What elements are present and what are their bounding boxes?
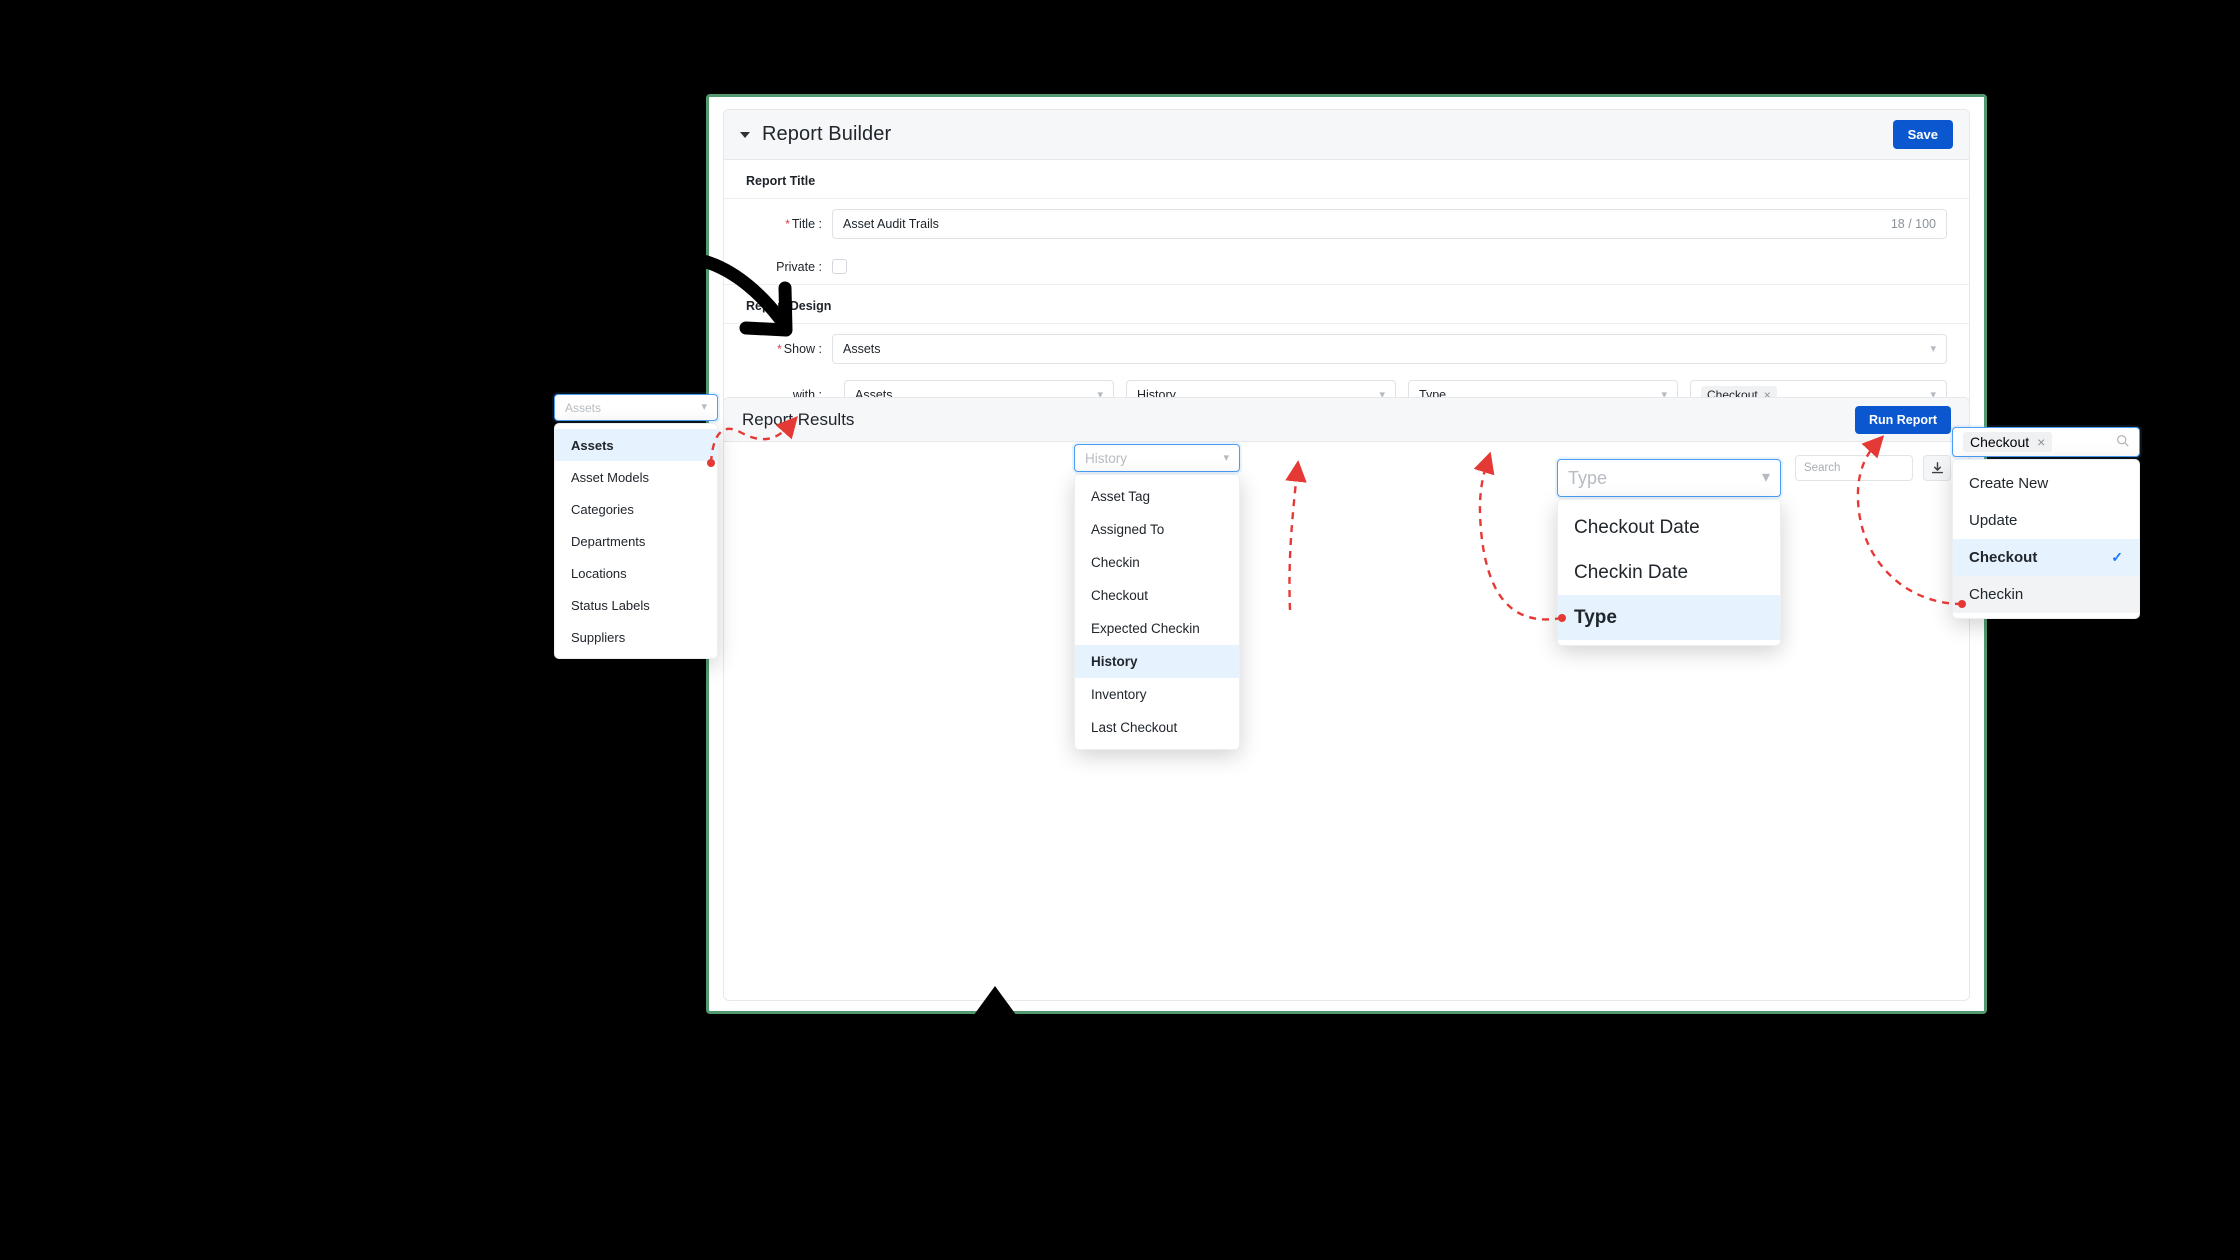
download-icon[interactable] <box>1923 455 1951 481</box>
checkout-selected-tag: Checkout × <box>1963 432 2053 452</box>
report-design-section-label: Report Design <box>746 299 832 313</box>
chevron-down-icon: ▾ <box>1661 388 1667 401</box>
checkout-dropdown: Checkout × Create New Update Checkout ✓ … <box>1952 427 2140 619</box>
checkout-option-checkin[interactable]: Checkin <box>1953 576 2139 613</box>
history-dropdown: History ▾ Asset Tag Assigned To Checkin … <box>1074 444 1240 750</box>
show-select[interactable]: Assets ▾ <box>832 334 1947 364</box>
checkout-option-create-new[interactable]: Create New <box>1969 475 2049 492</box>
history-option-assigned-to[interactable]: Assigned To <box>1091 522 1165 537</box>
history-option-history[interactable]: History <box>1075 645 1239 678</box>
assets-dropdown-value: Assets <box>565 400 602 415</box>
assets-option-asset-models[interactable]: Asset Models <box>571 469 650 485</box>
search-input[interactable]: Search <box>1795 455 1913 481</box>
chevron-down-icon: ▾ <box>1223 451 1229 464</box>
report-builder-header: Report Builder Save <box>724 110 1969 160</box>
assets-dropdown: Assets ▾ Assets Asset Models Categories … <box>554 394 718 659</box>
assets-option-assets[interactable]: Assets <box>555 429 717 461</box>
private-row: Private : <box>724 249 1969 284</box>
assets-option-departments[interactable]: Departments <box>571 533 646 549</box>
private-label: Private : <box>776 259 822 274</box>
report-title-section-label: Report Title <box>746 174 816 188</box>
assets-option-categories[interactable]: Categories <box>571 501 634 517</box>
history-dropdown-input[interactable]: History ▾ <box>1074 444 1240 472</box>
history-option-asset-tag[interactable]: Asset Tag <box>1091 489 1151 504</box>
report-results-header: Report Results Run Report <box>724 398 1969 442</box>
check-icon: ✓ <box>2111 549 2123 565</box>
assets-dropdown-input[interactable]: Assets ▾ <box>554 394 718 421</box>
chevron-down-icon: ▾ <box>1930 342 1936 355</box>
app-window: Report Builder Save Report Title * Title … <box>706 94 1987 1014</box>
show-row: * Show : Assets ▾ <box>724 324 1969 374</box>
type-option-checkin-date[interactable]: Checkin Date <box>1574 561 1689 583</box>
type-option-checkout-date[interactable]: Checkout Date <box>1574 516 1700 538</box>
history-option-expected-checkin[interactable]: Expected Checkin <box>1091 621 1200 636</box>
required-asterisk: * <box>785 217 790 231</box>
checkout-dropdown-input[interactable]: Checkout × <box>1952 427 2140 457</box>
save-button[interactable]: Save <box>1892 120 1953 149</box>
history-option-last-checkout[interactable]: Last Checkout <box>1091 720 1178 735</box>
assets-option-suppliers[interactable]: Suppliers <box>571 629 626 645</box>
chevron-down-icon: ▾ <box>1379 388 1385 401</box>
checkout-option-checkout[interactable]: Checkout ✓ <box>1953 539 2139 576</box>
assets-dropdown-menu: Assets Asset Models Categories Departmen… <box>554 423 718 659</box>
show-select-value: Assets <box>843 342 881 356</box>
run-report-button[interactable]: Run Report <box>1854 405 1951 434</box>
history-dropdown-value: History <box>1085 450 1128 466</box>
title-input[interactable]: Asset Audit Trails 18 / 100 <box>832 209 1947 239</box>
chevron-down-icon: ▾ <box>1930 388 1936 401</box>
type-option-type[interactable]: Type <box>1558 595 1780 640</box>
remove-tag-icon[interactable]: × <box>2037 434 2046 450</box>
chevron-down-icon: ▾ <box>701 401 707 413</box>
assets-option-locations[interactable]: Locations <box>571 565 627 581</box>
report-results-card: Report Results Run Report Search ‹ 1 … 6… <box>723 397 1970 1001</box>
title-input-value: Asset Audit Trails <box>843 217 939 231</box>
title-row: * Title : Asset Audit Trails 18 / 100 <box>724 199 1969 249</box>
checkout-tag-label: Checkout <box>1970 434 2030 450</box>
remove-tag-icon[interactable]: × <box>1763 388 1771 402</box>
checkout-option-update[interactable]: Update <box>1969 512 2018 529</box>
assets-option-status-labels[interactable]: Status Labels <box>571 597 650 613</box>
history-option-checkin[interactable]: Checkin <box>1091 555 1140 570</box>
history-dropdown-menu: Asset Tag Assigned To Checkin Checkout E… <box>1074 474 1240 750</box>
divider <box>724 284 1969 285</box>
title-char-counter: 18 / 100 <box>1890 217 1936 231</box>
type-dropdown: Type ▾ Checkout Date Checkin Date Type <box>1557 459 1781 646</box>
history-option-inventory[interactable]: Inventory <box>1091 687 1147 702</box>
history-option-checkout[interactable]: Checkout <box>1091 588 1149 603</box>
type-dropdown-menu: Checkout Date Checkin Date Type <box>1557 499 1781 646</box>
divider <box>724 323 1969 324</box>
checkout-dropdown-menu: Create New Update Checkout ✓ Checkin <box>1952 459 2140 619</box>
chevron-down-icon: ▾ <box>1097 388 1103 401</box>
search-icon[interactable] <box>2116 434 2129 450</box>
type-dropdown-value: Type <box>1568 467 1608 488</box>
divider <box>724 198 1969 199</box>
show-label: * Show : <box>777 342 822 356</box>
results-title: Report Results <box>742 409 855 429</box>
type-dropdown-input[interactable]: Type ▾ <box>1557 459 1781 497</box>
page-title: Report Builder <box>762 123 892 145</box>
private-checkbox[interactable] <box>832 259 847 274</box>
required-asterisk: * <box>777 342 782 356</box>
title-label: * Title : <box>785 217 822 231</box>
results-toolbar: Search <box>724 442 1969 494</box>
chevron-down-icon: ▾ <box>1761 469 1770 486</box>
search-placeholder: Search <box>1804 462 1841 474</box>
collapse-caret-icon[interactable] <box>740 131 750 138</box>
